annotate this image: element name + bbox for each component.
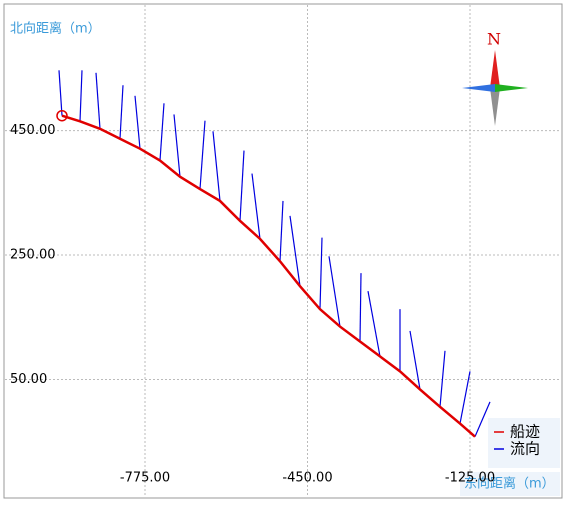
current-vector xyxy=(251,173,261,239)
track-line xyxy=(61,114,476,438)
grid xyxy=(5,5,560,497)
start-marker xyxy=(56,109,68,122)
compass-w xyxy=(462,84,495,92)
compass-label: N xyxy=(487,30,501,49)
current-vector xyxy=(199,120,206,190)
current-vector xyxy=(134,95,141,149)
current-vector xyxy=(173,114,181,177)
x-axis-label: 东向距离（m） xyxy=(464,476,555,492)
y-tick-label: 450.00 xyxy=(10,123,56,138)
current-vector xyxy=(319,237,323,310)
compass-e xyxy=(495,84,528,92)
current-vector xyxy=(119,85,124,139)
current-vector xyxy=(212,131,221,201)
current-vector xyxy=(95,72,101,129)
current-vector xyxy=(409,330,421,390)
current-vector xyxy=(79,70,83,122)
y-tick-label: 250.00 xyxy=(10,248,56,263)
x-label-bg xyxy=(460,472,560,496)
y-tick-label: 50.00 xyxy=(10,372,47,387)
current-vector xyxy=(159,103,165,161)
x-tick-label: -775.00 xyxy=(120,471,170,486)
legend-label: 流向 xyxy=(510,440,540,458)
vectors xyxy=(58,70,491,437)
current-vector xyxy=(289,215,301,287)
y-axis-label: 北向距离（m） xyxy=(10,21,101,37)
current-vector xyxy=(279,200,284,262)
current-vector xyxy=(328,256,341,327)
legend-label: 船迹 xyxy=(510,423,540,441)
current-vector xyxy=(474,401,491,437)
x-tick-label: -125.00 xyxy=(445,471,495,486)
plot-frame xyxy=(3,3,563,499)
current-vector xyxy=(367,291,381,357)
current-vector xyxy=(459,371,471,424)
compass: N xyxy=(462,30,528,126)
current-vector xyxy=(359,273,362,342)
legend-box xyxy=(488,418,560,468)
compass-s xyxy=(490,88,500,126)
compass-n xyxy=(490,50,500,88)
current-vector xyxy=(58,70,63,116)
track xyxy=(56,109,476,438)
x-tick-label: -450.00 xyxy=(282,471,332,486)
current-vector xyxy=(439,350,446,407)
current-vector xyxy=(239,150,245,221)
